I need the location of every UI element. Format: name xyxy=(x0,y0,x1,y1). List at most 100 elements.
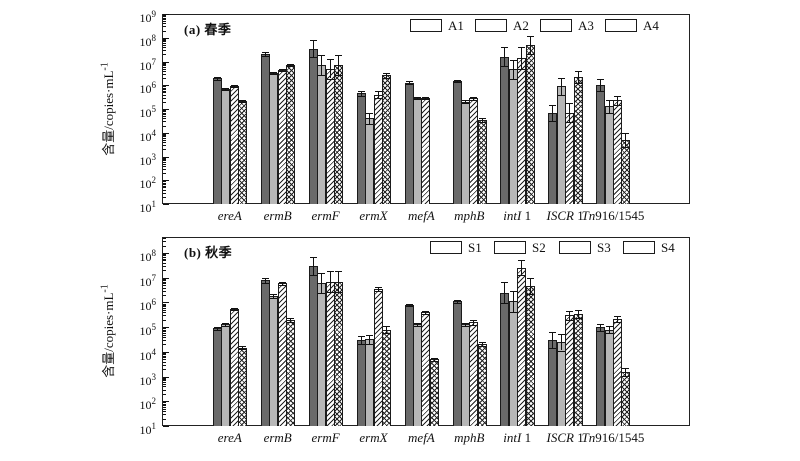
y-minor-tick xyxy=(163,304,166,306)
error-bar-cap-bottom xyxy=(526,294,534,296)
error-bar-cap-top xyxy=(622,132,630,134)
x-tick-label-ISCR: ISCR 1 xyxy=(520,430,610,445)
y-minor-tick xyxy=(163,181,166,183)
y-minor-tick xyxy=(163,361,166,363)
y-minor-tick xyxy=(163,411,166,413)
y-minor-tick xyxy=(163,40,166,42)
y-tick-label: 106 xyxy=(139,297,157,314)
y-minor-tick xyxy=(163,88,166,90)
y-minor-tick xyxy=(163,260,166,262)
y-minor-tick xyxy=(163,382,166,384)
error-bar-cap-bottom xyxy=(214,329,221,331)
y-major-tick xyxy=(163,109,169,110)
error-bar xyxy=(464,100,466,104)
y-major-tick xyxy=(163,426,169,427)
y-minor-tick xyxy=(163,377,166,379)
y-minor-tick xyxy=(163,331,166,332)
error-bar-cap-top xyxy=(366,112,374,114)
error-bar-cap-top xyxy=(453,300,461,302)
y-minor-tick xyxy=(163,135,166,137)
error-bar-cap-top xyxy=(287,317,295,319)
error-bar-cap-top xyxy=(557,333,565,335)
error-bar-cap-top xyxy=(430,358,438,360)
error-bar-cap-bottom xyxy=(335,291,342,293)
y-tick-label: 108 xyxy=(139,248,157,265)
error-bar-cap-top xyxy=(526,35,534,37)
panel-a-y-axis-label: 含量/copies·mL-1 xyxy=(98,0,116,219)
error-bar-cap-bottom xyxy=(614,321,621,323)
y-tick-exponent: 1 xyxy=(151,199,157,209)
error-bar-cap-bottom xyxy=(278,70,286,72)
error-bar-cap-bottom xyxy=(405,306,413,308)
y-minor-tick xyxy=(163,384,166,386)
bar-A4-intI 1 xyxy=(525,44,535,204)
y-minor-tick xyxy=(163,87,166,89)
error-bar-cap-bottom xyxy=(239,102,247,104)
x-tick-label-ereA: ereA xyxy=(185,430,275,445)
gene-name-italic: ermB xyxy=(263,208,292,223)
error-bar xyxy=(217,326,218,330)
error-bar-cap-bottom xyxy=(287,321,295,323)
error-bar xyxy=(504,47,506,67)
error-bar xyxy=(577,70,579,84)
y-minor-tick xyxy=(163,295,166,297)
legend-label-S4: S4 xyxy=(661,240,675,255)
y-minor-tick xyxy=(163,353,166,354)
y-minor-tick xyxy=(163,165,166,167)
y-tick-label: 102 xyxy=(139,175,157,192)
gene-name-regular: 916/1545 xyxy=(595,208,645,223)
y-minor-tick xyxy=(163,369,166,371)
bar-S4-mphB xyxy=(477,344,487,426)
bar-S4-ISCR 1 xyxy=(573,313,583,426)
y-tick-exponent: 8 xyxy=(151,32,157,43)
y-minor-tick xyxy=(163,405,166,407)
error-bar-cap-top xyxy=(261,52,269,54)
error-bar xyxy=(360,335,362,345)
y-major-tick xyxy=(163,204,169,205)
y-tick-exponent: 4 xyxy=(151,346,157,357)
error-bar-cap-bottom xyxy=(478,346,486,348)
y-minor-tick xyxy=(163,303,166,305)
y-axis-label-superscript: -1 xyxy=(99,62,111,71)
error-bar xyxy=(608,99,610,113)
y-minor-tick xyxy=(163,265,166,267)
legend-label-A1: A1 xyxy=(448,18,464,33)
error-bar xyxy=(552,104,554,121)
error-bar-cap-bottom xyxy=(374,290,382,292)
error-bar-cap-top xyxy=(318,55,326,57)
error-bar-cap-bottom xyxy=(270,74,278,76)
gene-name-italic: ermX xyxy=(359,208,388,223)
error-bar-cap-top xyxy=(357,90,365,92)
error-bar-cap-bottom xyxy=(574,83,582,85)
y-minor-tick xyxy=(163,393,166,395)
y-minor-tick xyxy=(163,312,166,314)
error-bar xyxy=(417,322,418,326)
y-tick-exponent: 7 xyxy=(151,272,157,283)
error-bar xyxy=(456,300,458,303)
y-minor-tick xyxy=(163,86,166,88)
error-bar-cap-top xyxy=(614,315,621,317)
error-bar-cap-bottom xyxy=(357,96,365,98)
error-bar-cap-top xyxy=(357,335,365,337)
error-bar-cap-top xyxy=(574,309,582,311)
error-bar-cap-top xyxy=(414,96,421,98)
y-minor-tick xyxy=(163,112,166,114)
y-minor-tick xyxy=(163,30,166,32)
y-major-tick xyxy=(163,156,169,158)
error-bar-cap-top xyxy=(270,72,278,74)
x-tick-label-ermF: ermF xyxy=(281,430,371,445)
y-minor-tick xyxy=(163,344,166,346)
error-bar xyxy=(312,40,314,58)
bar-A4-ermF xyxy=(334,65,343,204)
error-bar-cap-bottom xyxy=(230,86,238,88)
bar-S4-ermB xyxy=(286,319,296,426)
y-minor-tick xyxy=(163,168,166,170)
y-axis-label-superscript: -1 xyxy=(99,284,111,293)
error-bar-cap-bottom xyxy=(222,89,230,91)
error-bar-cap-bottom xyxy=(470,324,478,326)
error-bar-cap-top xyxy=(239,99,247,101)
y-minor-tick xyxy=(163,255,166,257)
error-bar xyxy=(242,346,244,349)
error-bar xyxy=(425,310,427,314)
